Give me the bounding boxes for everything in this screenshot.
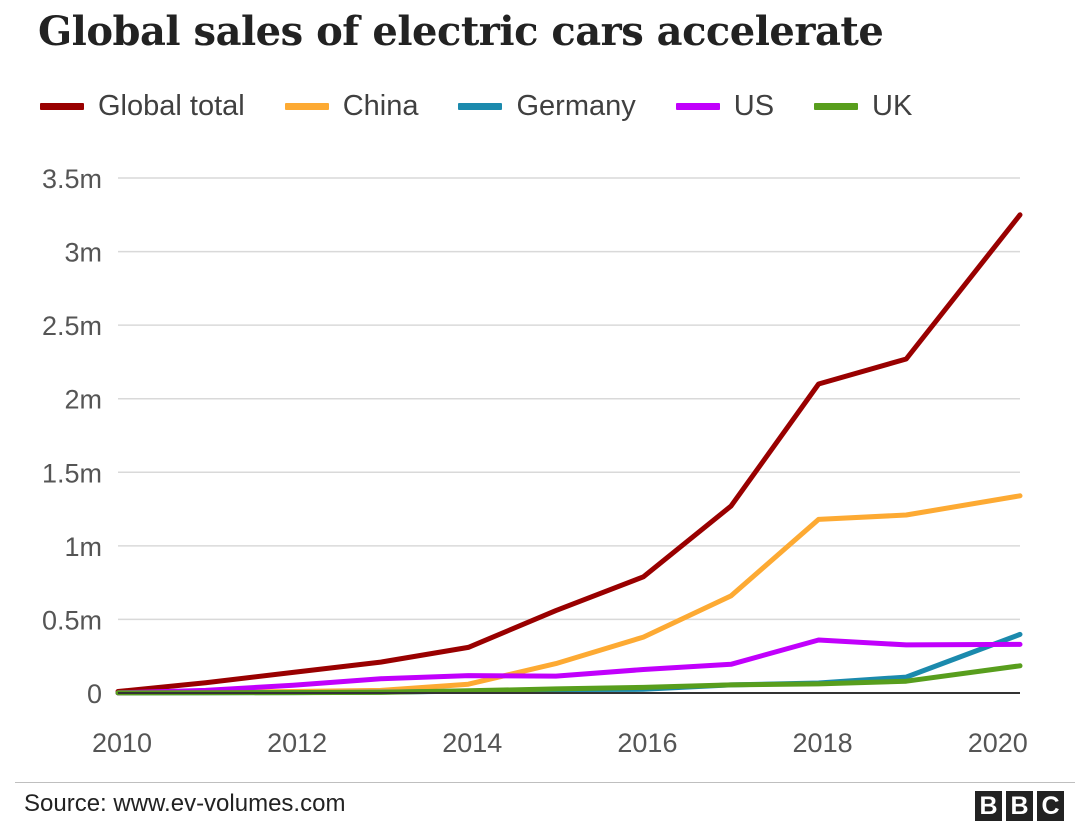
legend-label-global-total: Global total (98, 89, 245, 122)
x-tick-label: 2016 (617, 728, 677, 758)
legend-label-germany: Germany (516, 89, 636, 122)
legend-swatch-china (284, 102, 329, 110)
y-tick-label: 1.5m (42, 458, 102, 488)
legend-swatch-germany (458, 102, 503, 110)
bbc-logo-letter: C (1037, 791, 1064, 821)
chart-legend: Global total China Germany US UK (40, 86, 952, 126)
legend-swatch-uk (814, 102, 859, 110)
x-tick-label: 2020 (968, 728, 1028, 758)
y-tick-label: 0.5m (42, 605, 102, 635)
legend-swatch-us (675, 102, 720, 110)
legend-item-global-total: Global total (40, 90, 245, 123)
legend-item-germany: Germany (458, 89, 636, 123)
series-line-global-total (115, 212, 1023, 694)
legend-label-uk: UK (872, 89, 913, 122)
legend-item-china: China (284, 89, 419, 123)
series-line-china (115, 493, 1023, 696)
x-tick-label: 2012 (267, 728, 327, 758)
source-note: Source: www.ev-volumes.com (24, 790, 346, 817)
x-tick-label: 2018 (793, 728, 853, 758)
legend-label-us: US (733, 89, 775, 122)
x-tick-label: 2010 (92, 728, 152, 758)
y-tick-label: 2m (64, 385, 102, 415)
footer-divider (15, 782, 1075, 783)
y-tick-label: 3.5m (42, 164, 102, 194)
x-tick-label: 2014 (442, 728, 502, 758)
legend-label-china: China (342, 89, 419, 122)
chart-title: Global sales of electric cars accelerate (38, 8, 884, 55)
y-tick-label: 3m (64, 238, 102, 268)
bbc-logo: B B C (971, 791, 1064, 821)
legend-swatch-global-total (40, 102, 84, 110)
bbc-logo-letter: B (1006, 791, 1033, 821)
legend-item-uk: UK (814, 90, 912, 123)
series-line-us (115, 637, 1023, 696)
y-tick-label: 0 (87, 679, 102, 709)
bbc-logo-letter: B (975, 791, 1002, 821)
y-tick-label: 2.5m (42, 311, 102, 341)
y-tick-label: 1m (64, 532, 102, 562)
legend-item-us: US (675, 89, 775, 123)
